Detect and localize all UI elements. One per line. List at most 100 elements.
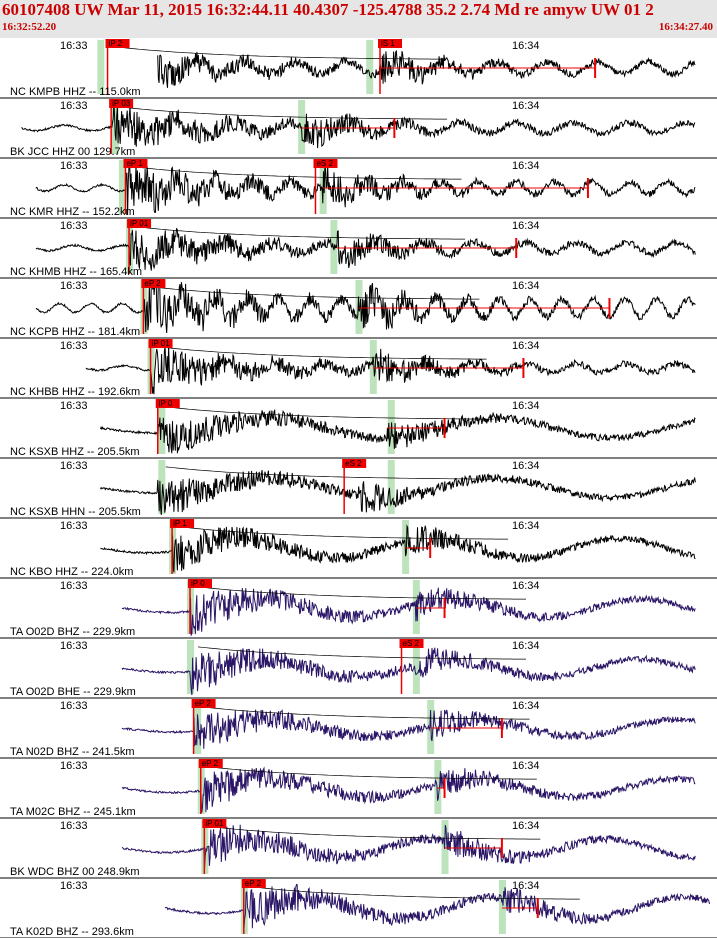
time-tick-label: 16:34 (512, 40, 540, 52)
station-label: NC KHBB HHZ -- 192.6km (10, 386, 140, 398)
station-label: TA O02D BHZ -- 229.9km (10, 626, 135, 638)
time-tick-label: 16:33 (60, 40, 88, 52)
coda-curve (180, 526, 509, 540)
time-tick-label: 16:33 (60, 400, 88, 412)
time-tick-label: 16:33 (60, 460, 88, 472)
pick-box (241, 879, 266, 888)
time-tick-label: 16:33 (60, 760, 88, 772)
pick-label: iP 2 (109, 39, 123, 48)
station-label: TA N02D BHZ -- 241.5km (10, 746, 135, 758)
station-label: NC KHMB HHZ -- 165.4km (10, 266, 142, 278)
time-tick-label: 16:34 (512, 340, 540, 352)
coda-curve (197, 646, 526, 660)
pick-label: eP 2 (245, 879, 262, 888)
station-label: TA M02C BHZ -- 245.1km (10, 806, 136, 818)
time-tick-label: 16:34 (512, 280, 540, 292)
pick-box (313, 159, 338, 168)
pick-label: iP 1 (173, 519, 187, 528)
time-tick-label: 16:33 (60, 640, 88, 652)
pick-box (123, 159, 148, 168)
pick-label: iP 01 (205, 819, 224, 828)
coda-curve (133, 166, 462, 180)
time-tick-label: 16:33 (60, 580, 88, 592)
time-tick-label: 16:34 (512, 160, 540, 172)
waveform-trace (100, 524, 696, 573)
pick-box (202, 819, 227, 828)
station-label: NC KSXB HHN -- 205.5km (10, 506, 141, 518)
pick-box (342, 459, 367, 468)
waveform-trace (121, 647, 696, 696)
pick-label: eS 2 (345, 459, 362, 468)
arrival-window (118, 160, 126, 214)
station-label: NC KCPB HHZ -- 181.4km (10, 326, 140, 338)
coda-curve (251, 886, 580, 900)
pick-label: iP 01 (152, 339, 171, 348)
time-tick-label: 16:34 (512, 460, 540, 472)
pick-box (155, 399, 180, 408)
arrival-window (387, 460, 395, 514)
waveform-trace (35, 163, 696, 216)
station-label: NC KSXB HHZ -- 205.5km (10, 446, 140, 458)
time-tick-label: 16:33 (60, 820, 88, 832)
pick-label: iP 0 (191, 579, 205, 588)
pick-label: eP 1 (126, 159, 143, 168)
pick-label: iP 0 (159, 399, 173, 408)
pick-box (105, 39, 130, 48)
time-tick-label: 16:34 (512, 520, 540, 532)
coda-curve (115, 46, 444, 60)
coda-curve (197, 586, 526, 600)
arrival-window (498, 880, 506, 934)
station-label: BK WDC BHZ 00 248.9km (10, 866, 140, 878)
arrival-window (412, 640, 420, 694)
time-tick-label: 16:34 (512, 760, 540, 772)
waveform-trace (121, 709, 696, 749)
arrival-window (97, 40, 105, 94)
pick-label: eP 2 (202, 759, 219, 768)
pick-box (399, 639, 424, 648)
coda-curve (212, 826, 541, 840)
time-tick-label: 16:34 (512, 640, 540, 652)
arrival-window (434, 760, 442, 814)
pick-label: eS 2 (403, 639, 420, 648)
time-tick-label: 16:34 (512, 700, 540, 712)
coda-curve (208, 766, 537, 780)
time-tick-label: 16:33 (60, 340, 88, 352)
time-tick-label: 16:33 (60, 880, 88, 892)
coda-curve (137, 226, 466, 240)
coda-curve (151, 286, 480, 300)
pick-box (170, 519, 195, 528)
time-tick-label: 16:34 (512, 220, 540, 232)
pick-box (109, 99, 134, 108)
arrival-window (369, 340, 377, 394)
pick-box (378, 39, 403, 48)
waveform-trace (121, 587, 696, 637)
pick-label: iS 1 (381, 39, 395, 48)
time-tick-label: 16:33 (60, 160, 88, 172)
pick-box (198, 759, 223, 768)
station-label: NC KBO HHZ -- 224.0km (10, 566, 133, 578)
time-tick-label: 16:34 (512, 400, 540, 412)
time-tick-label: 16:34 (512, 880, 540, 892)
pick-label: iP 01 (130, 219, 149, 228)
pick-label: eS 2 (316, 159, 333, 168)
time-tick-label: 16:33 (60, 700, 88, 712)
arrival-window (366, 40, 374, 94)
time-tick-label: 16:33 (60, 220, 88, 232)
time-tick-label: 16:33 (60, 520, 88, 532)
pick-box (141, 279, 166, 288)
coda-curve (201, 706, 530, 720)
waveform-trace (99, 470, 696, 516)
station-label: TA K02D BHZ -- 293.6km (10, 926, 134, 938)
waveform-trace (85, 344, 696, 395)
pick-box (191, 699, 216, 708)
coda-curve (158, 346, 487, 360)
event-title: 60107408 UW Mar 11, 2015 16:32:44.11 40.… (2, 0, 654, 19)
station-label: BK JCC HHZ 00 129.7km (10, 146, 135, 158)
waveform-trace (35, 227, 696, 271)
start-time: 16:32:52.20 (2, 21, 57, 33)
pick-label: iP 03 (112, 99, 131, 108)
pick-box (148, 339, 173, 348)
arrival-window (158, 460, 166, 514)
time-tick-label: 16:33 (60, 100, 88, 112)
